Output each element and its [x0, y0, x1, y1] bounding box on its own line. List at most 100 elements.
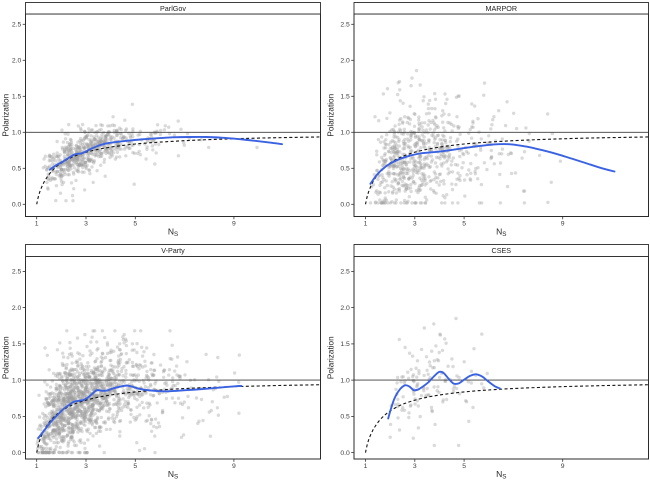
scatter-point: [414, 164, 418, 168]
scatter-point: [93, 152, 98, 157]
scatter-point: [94, 150, 98, 155]
scatter-point: [95, 367, 100, 371]
scatter-point: [75, 405, 80, 409]
scatter-point: [63, 435, 67, 439]
scatter-point: [135, 151, 140, 156]
scatter-point: [69, 396, 73, 400]
x-tick-label: 3: [84, 221, 88, 228]
scatter-point: [121, 337, 126, 342]
scatter-point: [422, 326, 426, 330]
scatter-point: [82, 146, 86, 150]
scatter-point: [67, 149, 72, 154]
scatter-point: [125, 360, 129, 364]
scatter-point: [225, 394, 230, 399]
scatter-point: [432, 121, 436, 125]
scatter-point: [86, 146, 90, 150]
scatter-point: [418, 155, 423, 159]
scatter-point: [66, 162, 70, 166]
scatter-point: [57, 387, 61, 391]
scatter-point: [458, 178, 462, 183]
scatter-point: [172, 133, 177, 137]
scatter-point: [123, 118, 127, 122]
scatter-point: [87, 168, 91, 172]
scatter-point: [93, 137, 98, 141]
scatter-point: [76, 351, 80, 355]
scatter-point: [58, 418, 62, 423]
scatter-point: [134, 391, 138, 396]
y-tick-label: 0.0: [340, 202, 350, 209]
scatter-point: [101, 401, 106, 405]
x-tick-label: 5: [133, 463, 137, 470]
scatter-point: [429, 405, 434, 410]
scatter-point: [72, 159, 76, 164]
scatter-point: [407, 351, 412, 355]
scatter-point: [54, 172, 59, 177]
scatter-point: [144, 157, 148, 161]
scatter-point: [52, 450, 56, 455]
scatter-point: [423, 201, 427, 205]
scatter-point: [59, 167, 63, 171]
scatter-point: [73, 383, 77, 387]
scatter-point: [72, 385, 77, 390]
scatter-point: [52, 398, 56, 402]
scatter-point: [197, 419, 201, 423]
scatter-point: [384, 159, 388, 163]
y-tick-label: 1.0: [340, 130, 350, 137]
scatter-point: [102, 144, 107, 148]
scatter-point: [406, 376, 411, 380]
scatter-point: [78, 153, 83, 158]
scatter-point: [117, 400, 121, 404]
x-tick-label: 1: [364, 463, 368, 470]
scatter-point: [46, 436, 50, 440]
scatter-point: [419, 178, 424, 182]
scatter-point: [51, 420, 56, 425]
scatter-point: [68, 426, 72, 430]
scatter-point: [46, 177, 51, 181]
scatter-point: [390, 148, 395, 152]
scatter-point: [103, 383, 108, 388]
scatter-point: [447, 113, 451, 117]
scatter-point: [80, 163, 85, 167]
scatter-point: [55, 372, 59, 376]
scatter-point: [400, 161, 405, 165]
scatter-point: [107, 368, 112, 372]
scatter-point: [430, 158, 435, 162]
scatter-point: [66, 164, 70, 169]
scatter-point: [69, 167, 73, 171]
scatter-point: [59, 450, 64, 455]
scatter-point: [386, 149, 391, 153]
scatter-point: [429, 148, 434, 152]
scatter-point: [171, 383, 175, 388]
scatter-point: [82, 367, 86, 372]
scatter-point: [99, 380, 104, 384]
scatter-point: [414, 68, 419, 73]
scatter-point: [69, 148, 73, 152]
scatter-point: [164, 396, 169, 401]
scatter-point: [174, 364, 179, 368]
scatter-point: [106, 147, 110, 151]
scatter-point: [417, 127, 422, 131]
scatter-point: [153, 450, 157, 455]
scatter-point: [109, 382, 113, 386]
scatter-point: [440, 138, 444, 142]
scatter-point: [113, 402, 117, 406]
scatter-point: [109, 152, 114, 157]
scatter-point: [76, 410, 80, 414]
scatter-point: [105, 150, 110, 154]
scatter-point: [60, 386, 65, 390]
scatter-point: [73, 406, 77, 411]
scatter-point: [407, 139, 411, 143]
y-tick-label: 2.5: [12, 22, 22, 29]
scatter-point: [100, 135, 104, 139]
scatter-point: [105, 132, 110, 136]
scatter-point: [55, 429, 59, 433]
scatter-point: [401, 405, 405, 410]
scatter-point: [43, 450, 48, 455]
scatter-point: [39, 446, 43, 450]
scatter-point: [396, 81, 400, 85]
scatter-point: [76, 389, 81, 393]
scatter-point: [391, 164, 396, 169]
scatter-point: [131, 150, 135, 155]
scatter-point: [63, 172, 67, 176]
scatter-point: [143, 364, 147, 368]
